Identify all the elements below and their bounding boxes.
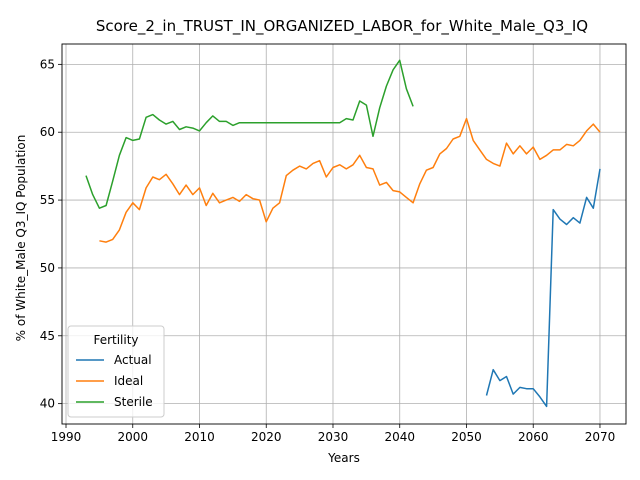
y-axis: 40 45 50 55 60 65: [40, 57, 62, 411]
series-line-actual: [485, 168, 601, 408]
y-tick-label: 50: [40, 261, 55, 275]
legend-entry-label: Actual: [114, 353, 152, 367]
series-line-ideal: [99, 117, 601, 243]
x-tick-label: 2000: [117, 430, 148, 444]
legend-entry-label: Ideal: [114, 374, 143, 388]
x-axis: 1990 2000 2010 2020 2030 2040 2050 2060 2070: [51, 424, 616, 444]
y-tick-label: 65: [40, 57, 55, 71]
legend-title: Fertility: [93, 333, 138, 347]
x-tick-label: 2030: [318, 430, 349, 444]
x-tick-label: 2020: [251, 430, 282, 444]
y-tick-label: 45: [40, 329, 55, 343]
y-tick-label: 55: [40, 193, 55, 207]
legend-entry-label: Sterile: [114, 395, 153, 409]
series-lines: [85, 59, 601, 408]
legend-box: [67, 325, 165, 418]
grid: [62, 44, 626, 424]
y-tick-label: 40: [40, 397, 55, 411]
series-line-sterile: [85, 59, 414, 209]
y-axis-label: % of White_Male Q3_IQ Population: [14, 135, 28, 342]
x-tick-label: 2050: [451, 430, 482, 444]
x-axis-label: Years: [327, 451, 360, 465]
x-tick-label: 2040: [384, 430, 415, 444]
plot-frame: [61, 43, 627, 425]
legend: Fertility Actual Ideal Sterile: [67, 325, 165, 418]
chart-title: Score_2_in_TRUST_IN_ORGANIZED_LABOR_for_…: [96, 17, 588, 36]
y-tick-label: 60: [40, 125, 55, 139]
x-tick-label: 2070: [585, 430, 616, 444]
x-tick-label: 2010: [184, 430, 215, 444]
x-tick-label: 1990: [51, 430, 82, 444]
x-tick-label: 2060: [518, 430, 549, 444]
